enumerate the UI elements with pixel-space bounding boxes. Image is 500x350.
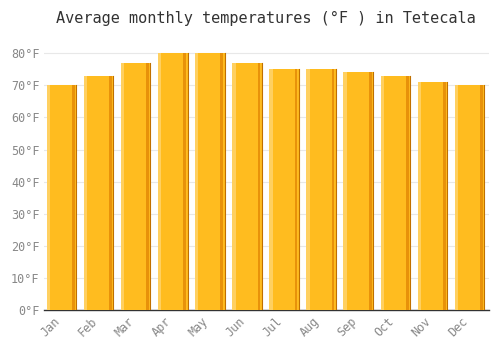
Bar <box>270 69 272 310</box>
Bar <box>195 53 198 310</box>
Bar <box>380 76 384 310</box>
Bar <box>158 53 162 310</box>
Bar <box>121 63 124 310</box>
Bar <box>332 69 334 310</box>
Bar <box>294 69 298 310</box>
Bar <box>455 85 458 310</box>
Bar <box>184 53 186 310</box>
Bar <box>86 76 114 310</box>
Bar <box>232 63 235 310</box>
Bar <box>72 85 75 310</box>
Bar <box>197 53 224 310</box>
Bar <box>234 63 262 310</box>
Bar <box>344 72 347 310</box>
Bar <box>480 85 483 310</box>
Bar <box>122 63 150 310</box>
Bar <box>345 72 373 310</box>
Bar <box>382 76 410 310</box>
Title: Average monthly temperatures (°F ) in Tetecala: Average monthly temperatures (°F ) in Te… <box>56 11 476 26</box>
Bar <box>271 69 299 310</box>
Bar <box>258 63 260 310</box>
Bar <box>418 82 421 310</box>
Bar <box>406 76 408 310</box>
Bar <box>443 82 446 310</box>
Bar <box>369 72 372 310</box>
Bar <box>308 69 336 310</box>
Bar <box>160 53 188 310</box>
Bar <box>46 85 50 310</box>
Bar <box>306 69 310 310</box>
Bar <box>48 85 76 310</box>
Bar <box>456 85 484 310</box>
Bar <box>109 76 112 310</box>
Bar <box>420 82 447 310</box>
Bar <box>220 53 223 310</box>
Bar <box>146 63 149 310</box>
Bar <box>84 76 87 310</box>
